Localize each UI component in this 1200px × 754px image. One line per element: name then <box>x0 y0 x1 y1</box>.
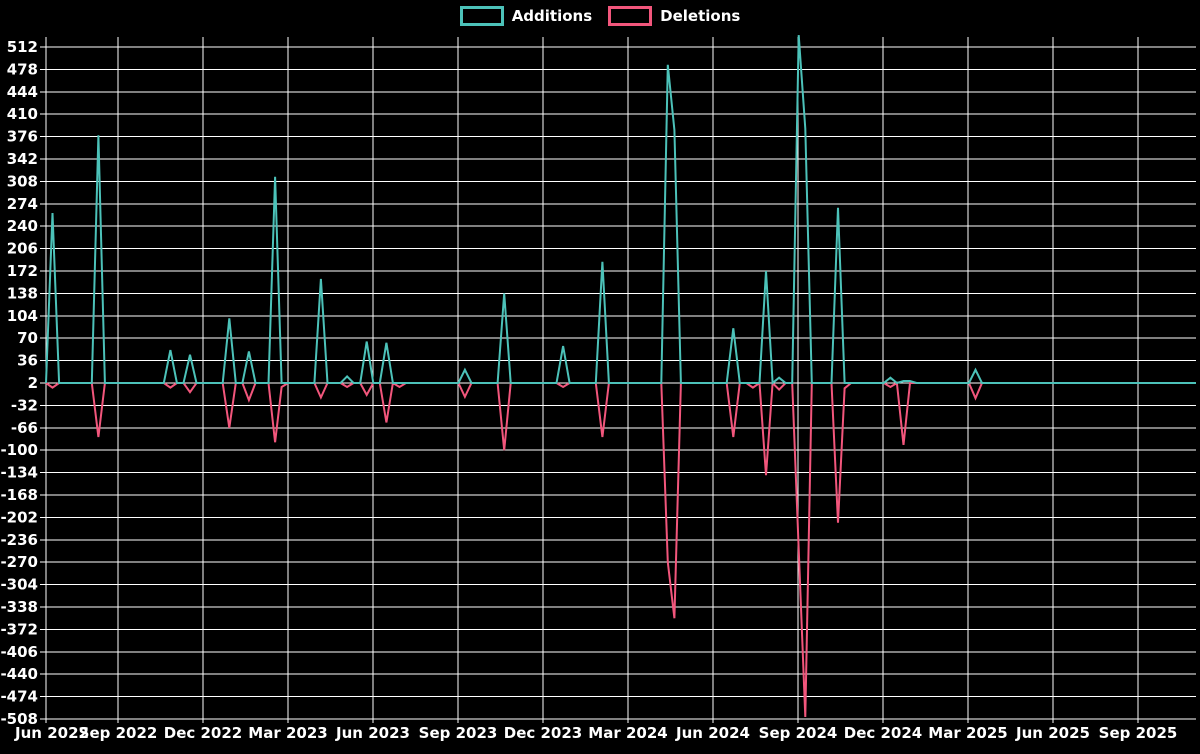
y-tick-label: 70 <box>17 329 38 347</box>
y-axis-labels: 512 478 444 410 376 342 308 274 240 206 172 138 104 7… <box>0 38 38 728</box>
y-tick-label: -406 <box>0 643 38 661</box>
y-tick-label: -100 <box>0 441 38 459</box>
x-tick-label: Jun 2025 <box>1015 724 1090 742</box>
deletions-swatch-icon <box>608 6 653 26</box>
y-tick-label: 512 <box>7 38 38 56</box>
y-tick-label: 274 <box>7 195 38 213</box>
y-tick-label: -168 <box>0 486 38 504</box>
y-tick-label: -304 <box>0 576 38 594</box>
y-tick-label: -134 <box>0 464 38 482</box>
legend-label-deletions: Deletions <box>660 7 741 25</box>
y-tick-label: -474 <box>0 688 38 706</box>
x-tick-label: Sep 2025 <box>1099 724 1178 742</box>
additions-swatch-icon <box>459 6 504 26</box>
y-tick-label: -372 <box>0 620 38 638</box>
deletions-line <box>45 380 1196 718</box>
y-tick-label: 478 <box>7 60 38 78</box>
legend-item-deletions[interactable]: Deletions <box>608 6 740 26</box>
y-tick-label: 206 <box>7 240 38 258</box>
y-tick-label: -440 <box>0 665 38 683</box>
x-tick-label: Sep 2023 <box>419 724 498 742</box>
series-layer <box>45 35 1196 718</box>
chart-legend: Additions Deletions <box>0 6 1200 26</box>
additions-line <box>45 35 1196 386</box>
x-tick-label: Jun 2024 <box>675 724 750 742</box>
x-tick-label: Mar 2024 <box>588 724 667 742</box>
y-tick-label: -236 <box>0 531 38 549</box>
x-tick-label: Dec 2022 <box>164 724 243 742</box>
y-tick-label: -338 <box>0 598 38 616</box>
y-tick-label: -270 <box>0 553 38 571</box>
y-tick-label: -32 <box>11 396 38 414</box>
x-tick-label: Jun 2022 <box>14 724 89 742</box>
x-tick-label: Dec 2023 <box>504 724 583 742</box>
x-tick-label: Sep 2024 <box>759 724 838 742</box>
y-tick-label: -66 <box>11 419 38 437</box>
y-tick-label: 2 <box>28 374 38 392</box>
legend-label-additions: Additions <box>511 7 593 25</box>
y-tick-label: 342 <box>7 150 38 168</box>
y-tick-label: 410 <box>7 105 38 123</box>
x-tick-label: Jun 2023 <box>335 724 410 742</box>
x-tick-label: Mar 2025 <box>928 724 1007 742</box>
y-tick-label: 104 <box>7 307 38 325</box>
y-tick-label: 240 <box>7 217 38 235</box>
y-tick-label: -508 <box>0 710 38 728</box>
x-tick-label: Dec 2024 <box>844 724 923 742</box>
y-tick-label: 376 <box>7 128 38 146</box>
y-tick-label: 444 <box>7 83 38 101</box>
y-tick-label: 138 <box>7 284 38 302</box>
x-tick-label: Mar 2023 <box>248 724 327 742</box>
y-tick-label: 308 <box>7 172 38 190</box>
grid-layer <box>40 37 1196 723</box>
x-tick-label: Sep 2022 <box>79 724 158 742</box>
y-tick-label: 172 <box>7 262 38 280</box>
y-tick-label: 36 <box>17 352 38 370</box>
y-tick-label: -202 <box>0 508 38 526</box>
legend-item-additions[interactable]: Additions <box>459 6 593 26</box>
